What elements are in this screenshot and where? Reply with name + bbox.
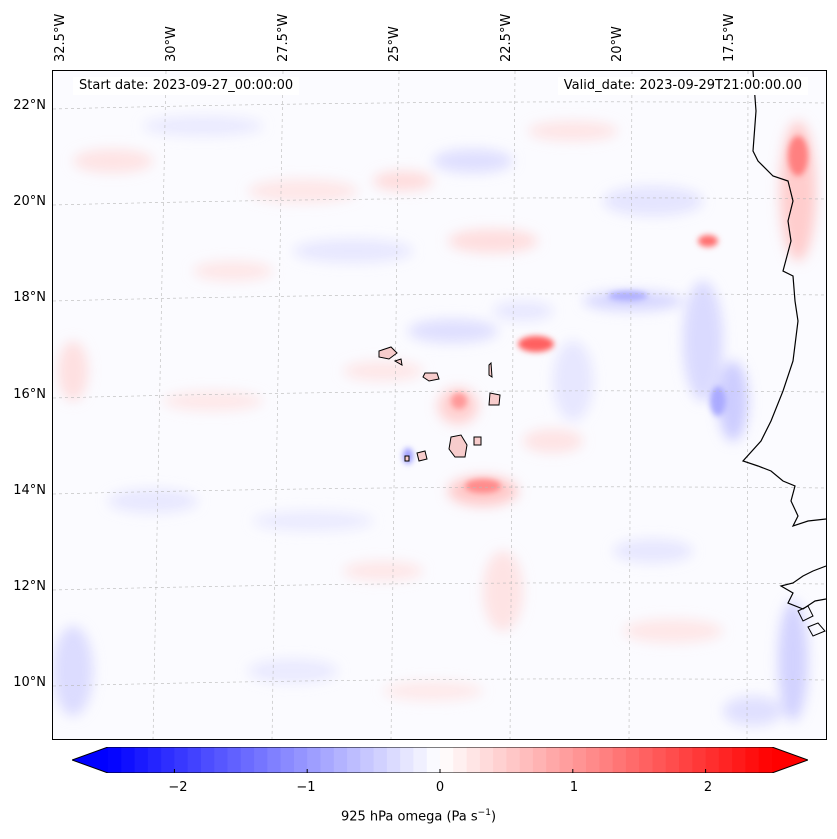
colorbar-cell bbox=[479, 747, 494, 773]
lat-label-14n: 14°N bbox=[13, 483, 46, 498]
colorbar bbox=[72, 747, 808, 773]
colorbar-cell bbox=[665, 747, 680, 773]
cb-tick-1: 1 bbox=[569, 780, 579, 795]
colorbar-cell bbox=[572, 747, 587, 773]
colorbar-ticks bbox=[173, 769, 707, 773]
colorbar-cell bbox=[400, 747, 415, 773]
colorbar-cell bbox=[373, 747, 388, 773]
colorbar-cell bbox=[599, 747, 614, 773]
guinea-bissau-coast bbox=[779, 565, 826, 610]
lon-label-30w: 30°W bbox=[164, 26, 179, 62]
colorbar-cell bbox=[732, 747, 747, 773]
colorbar-cell bbox=[506, 747, 521, 773]
colorbar-cell bbox=[440, 747, 454, 773]
cb-tick-minus2: −2 bbox=[168, 780, 188, 795]
colorbar-cell bbox=[108, 747, 122, 773]
colorbar-cell bbox=[612, 747, 627, 773]
colorbar-cell bbox=[200, 747, 215, 773]
colorbar-cell bbox=[147, 747, 162, 773]
colorbar-cell bbox=[745, 747, 760, 773]
colorbar-cell bbox=[254, 747, 268, 773]
lon-label-25w: 25°W bbox=[387, 26, 402, 62]
lat-label-18n: 18°N bbox=[13, 290, 46, 305]
colorbar-cell bbox=[639, 747, 654, 773]
colorbar-cell bbox=[705, 747, 720, 773]
colorbar-cell bbox=[652, 747, 667, 773]
colorbar-cell bbox=[161, 747, 175, 773]
colorbar-cell bbox=[546, 747, 561, 773]
colorbar-label-suffix: ) bbox=[490, 809, 497, 825]
cb-tick-minus1: −1 bbox=[296, 780, 316, 795]
colorbar-cell bbox=[280, 747, 295, 773]
colorbar-cell bbox=[267, 747, 282, 773]
lon-label-27-5w: 27.5°W bbox=[276, 13, 291, 62]
colorbar-cell bbox=[559, 747, 574, 773]
graticule bbox=[53, 71, 826, 739]
colorbar-cell bbox=[187, 747, 202, 773]
colorbar-cell bbox=[134, 747, 149, 773]
bijagos-islands bbox=[797, 605, 826, 637]
map-panel: Start date: 2023-09-27_00:00:00 Valid_da… bbox=[52, 70, 827, 740]
start-date-label: Start date: 2023-09-27_00:00:00 bbox=[73, 77, 300, 95]
cape-verde-islands bbox=[378, 346, 501, 462]
colorbar-cell bbox=[293, 747, 308, 773]
colorbar-cell bbox=[586, 747, 600, 773]
colorbar-cell bbox=[174, 747, 189, 773]
lon-label-20w: 20°W bbox=[610, 26, 625, 62]
lat-label-20n: 20°N bbox=[13, 194, 46, 209]
colorbar-cell bbox=[214, 747, 229, 773]
colorbar-cell bbox=[333, 747, 348, 773]
colorbar-cell bbox=[240, 747, 255, 773]
colorbar-cell bbox=[466, 747, 481, 773]
colorbar-cell bbox=[347, 747, 361, 773]
lat-label-16n: 16°N bbox=[13, 387, 46, 402]
colorbar-cell bbox=[426, 747, 441, 773]
colorbar-cell bbox=[413, 747, 428, 773]
colorbar-cell bbox=[360, 747, 375, 773]
colorbar-cell bbox=[718, 747, 733, 773]
colorbar-cell bbox=[692, 747, 707, 773]
colorbar-cell bbox=[758, 747, 773, 773]
lon-label-32-5w: 32.5°W bbox=[53, 13, 68, 62]
lon-label-17-5w: 17.5°W bbox=[722, 13, 737, 62]
colorbar-cell bbox=[625, 747, 640, 773]
colorbar-cell bbox=[679, 747, 693, 773]
colorbar-cells bbox=[72, 747, 808, 773]
cb-tick-0: 0 bbox=[435, 780, 445, 795]
colorbar-label: 925 hPa omega (Pa s−1) bbox=[0, 808, 837, 824]
colorbar-cell bbox=[493, 747, 507, 773]
colorbar-cell bbox=[320, 747, 335, 773]
colorbar-cell bbox=[532, 747, 547, 773]
colorbar-cell bbox=[227, 747, 242, 773]
omega-field-blobs bbox=[53, 116, 816, 726]
lat-label-10n: 10°N bbox=[13, 675, 46, 690]
colorbar-cell bbox=[307, 747, 322, 773]
lon-label-22-5w: 22.5°W bbox=[499, 13, 514, 62]
africa-coastline bbox=[741, 71, 826, 528]
valid-date-label: Valid_date: 2023-09-29T21:00:00.00 bbox=[557, 77, 808, 95]
colorbar-label-exponent: −1 bbox=[477, 808, 491, 818]
colorbar-cell bbox=[386, 747, 401, 773]
colorbar-cell bbox=[453, 747, 468, 773]
colorbar-extend-min bbox=[72, 747, 108, 773]
colorbar-extend-max bbox=[772, 747, 808, 773]
colorbar-label-text: 925 hPa omega (Pa s bbox=[340, 809, 478, 825]
lat-label-12n: 12°N bbox=[13, 579, 46, 594]
omega-field-map bbox=[53, 71, 826, 739]
cb-tick-2: 2 bbox=[703, 780, 713, 795]
colorbar-cell bbox=[519, 747, 534, 773]
lat-label-22n: 22°N bbox=[13, 98, 46, 113]
colorbar-cell bbox=[121, 747, 136, 773]
